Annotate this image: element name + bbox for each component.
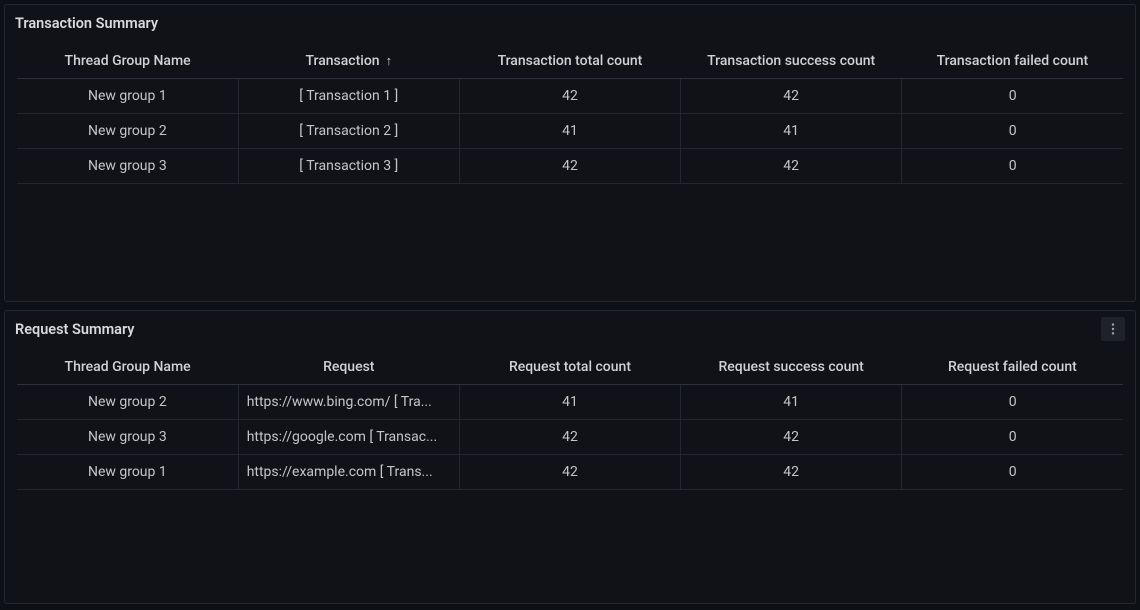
cell-transaction: [ Transaction 2 ]: [238, 114, 459, 149]
panel-menu-button[interactable]: [1101, 317, 1125, 341]
cell-thread-group: New group 2: [17, 114, 238, 149]
sort-asc-icon: ↑: [386, 53, 393, 69]
col-transaction-success-count[interactable]: Transaction success count: [681, 43, 902, 79]
cell-total: 42: [459, 149, 680, 184]
col-thread-group-name[interactable]: Thread Group Name: [17, 43, 238, 79]
cell-transaction: [ Transaction 1 ]: [238, 79, 459, 114]
cell-success: 41: [681, 385, 902, 420]
cell-total: 42: [459, 420, 680, 455]
request-summary-panel: Request Summary Thread Group Name Reques…: [4, 310, 1136, 604]
table-row[interactable]: New group 2 https://www.bing.com/ [ Tra.…: [17, 385, 1123, 420]
col-transaction-total-count[interactable]: Transaction total count: [459, 43, 680, 79]
transaction-summary-table: Thread Group Name Transaction↑ Transacti…: [17, 43, 1123, 184]
cell-thread-group: New group 1: [17, 79, 238, 114]
panel-title: Transaction Summary: [15, 15, 158, 32]
cell-success: 41: [681, 114, 902, 149]
cell-failed: 0: [902, 420, 1123, 455]
col-request[interactable]: Request: [238, 349, 459, 385]
cell-success: 42: [681, 79, 902, 114]
request-summary-table: Thread Group Name Request Request total …: [17, 349, 1123, 490]
panel-title: Request Summary: [15, 321, 135, 338]
cell-total: 41: [459, 114, 680, 149]
col-thread-group-name[interactable]: Thread Group Name: [17, 349, 238, 385]
table-row[interactable]: New group 1 [ Transaction 1 ] 42 42 0: [17, 79, 1123, 114]
cell-request: https://example.com [ Trans...: [238, 455, 459, 490]
cell-thread-group: New group 2: [17, 385, 238, 420]
col-transaction[interactable]: Transaction↑: [238, 43, 459, 79]
cell-total: 41: [459, 385, 680, 420]
cell-thread-group: New group 1: [17, 455, 238, 490]
cell-thread-group: New group 3: [17, 149, 238, 184]
cell-success: 42: [681, 149, 902, 184]
transaction-summary-panel: Transaction Summary Thread Group Name Tr…: [4, 4, 1136, 302]
table-row[interactable]: New group 1 https://example.com [ Trans.…: [17, 455, 1123, 490]
table-row[interactable]: New group 3 [ Transaction 3 ] 42 42 0: [17, 149, 1123, 184]
cell-transaction: [ Transaction 3 ]: [238, 149, 459, 184]
table-header-row: Thread Group Name Request Request total …: [17, 349, 1123, 385]
cell-thread-group: New group 3: [17, 420, 238, 455]
col-request-success-count[interactable]: Request success count: [681, 349, 902, 385]
col-request-failed-count[interactable]: Request failed count: [902, 349, 1123, 385]
cell-success: 42: [681, 420, 902, 455]
cell-failed: 0: [902, 385, 1123, 420]
panel-header: Transaction Summary: [5, 5, 1135, 37]
col-request-total-count[interactable]: Request total count: [459, 349, 680, 385]
vertical-dots-icon: [1106, 322, 1120, 336]
cell-total: 42: [459, 79, 680, 114]
table-wrap: Thread Group Name Request Request total …: [5, 343, 1135, 490]
cell-success: 42: [681, 455, 902, 490]
cell-failed: 0: [902, 455, 1123, 490]
table-header-row: Thread Group Name Transaction↑ Transacti…: [17, 43, 1123, 79]
cell-failed: 0: [902, 149, 1123, 184]
table-row[interactable]: New group 2 [ Transaction 2 ] 41 41 0: [17, 114, 1123, 149]
panel-header: Request Summary: [5, 311, 1135, 343]
table-wrap: Thread Group Name Transaction↑ Transacti…: [5, 37, 1135, 184]
cell-total: 42: [459, 455, 680, 490]
cell-request: https://www.bing.com/ [ Tra...: [238, 385, 459, 420]
cell-failed: 0: [902, 79, 1123, 114]
table-row[interactable]: New group 3 https://google.com [ Transac…: [17, 420, 1123, 455]
cell-request: https://google.com [ Transac...: [238, 420, 459, 455]
col-transaction-failed-count[interactable]: Transaction failed count: [902, 43, 1123, 79]
cell-failed: 0: [902, 114, 1123, 149]
